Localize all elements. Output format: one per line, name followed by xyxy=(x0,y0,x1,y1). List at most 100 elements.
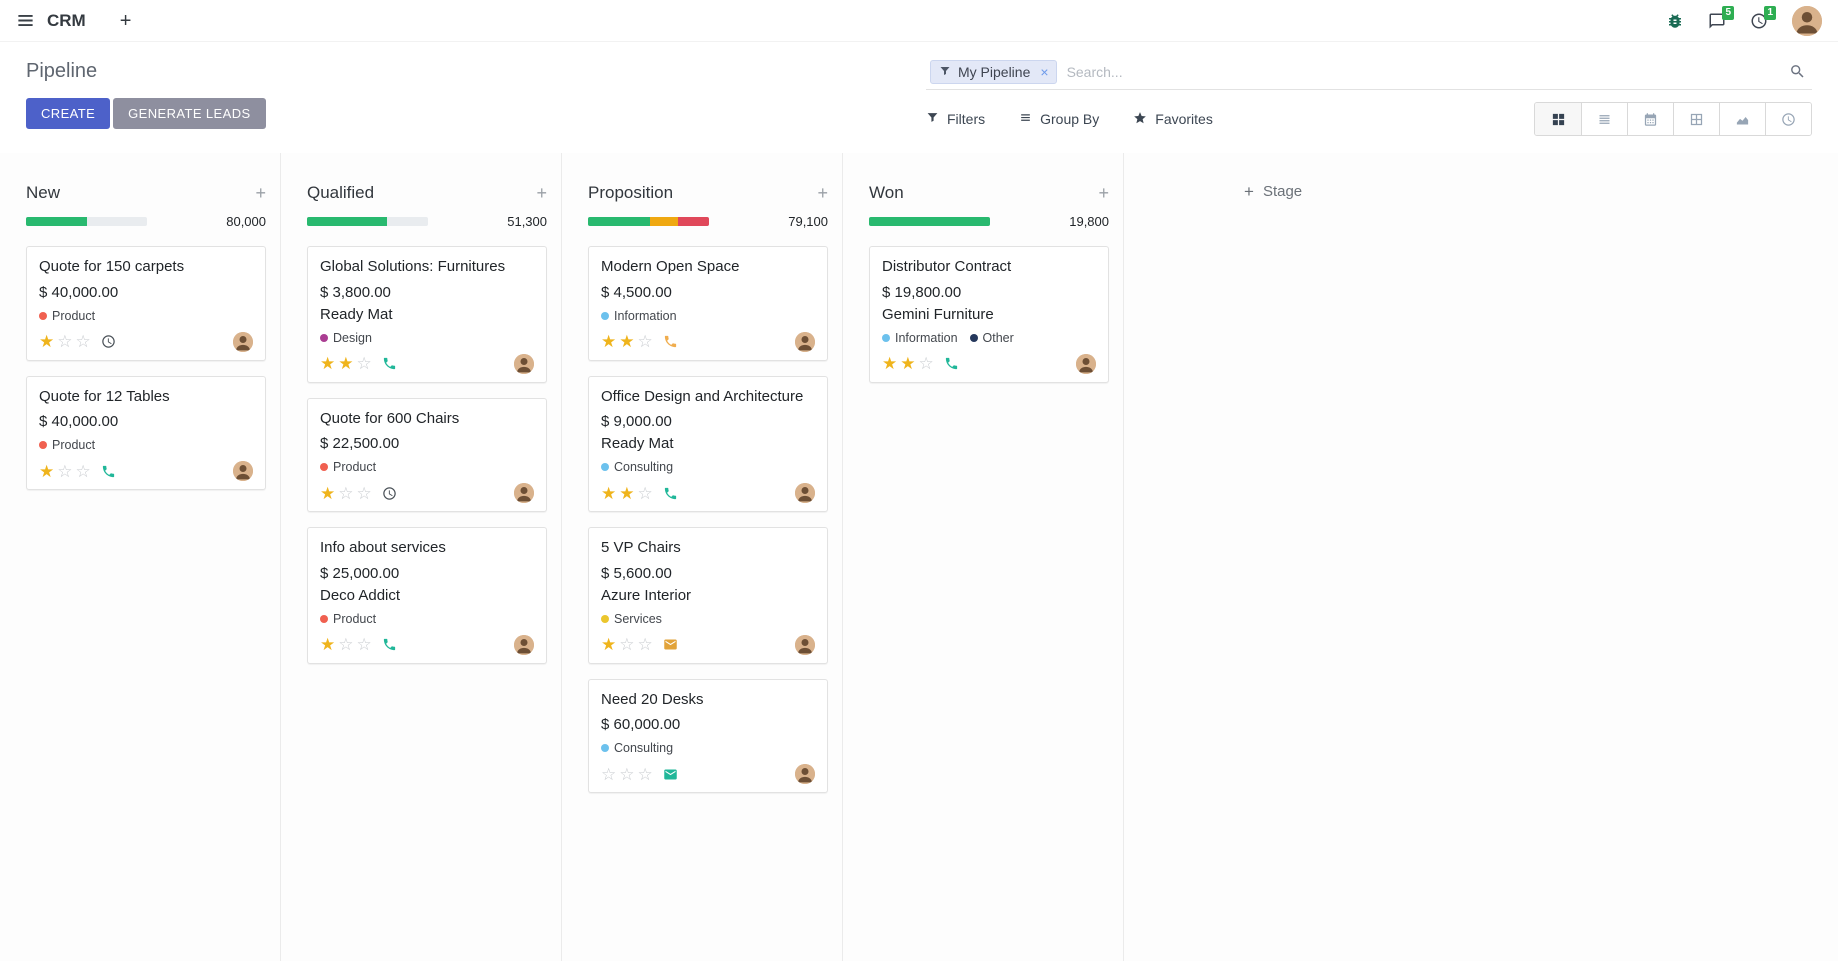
card-tag[interactable]: Design xyxy=(320,331,372,345)
groupby-menu[interactable]: Group By xyxy=(1019,111,1099,127)
column-add-button[interactable]: + xyxy=(817,183,828,203)
phone-icon[interactable] xyxy=(382,637,397,652)
card-tag[interactable]: Product xyxy=(320,612,376,626)
priority-stars[interactable]: ★ ☆ ☆ xyxy=(601,636,653,653)
priority-stars[interactable]: ★ ★ ☆ xyxy=(601,485,653,502)
column-title[interactable]: New xyxy=(26,183,61,202)
envelope-icon[interactable] xyxy=(663,767,678,782)
phone-icon[interactable] xyxy=(101,464,116,479)
phone-icon[interactable] xyxy=(663,486,678,501)
kanban-card[interactable]: Quote for 12 Tables $ 40,000.00 Product ★ ☆ ☆ xyxy=(26,375,266,490)
card-tag[interactable]: Product xyxy=(320,460,376,474)
favorites-menu[interactable]: Favorites xyxy=(1133,111,1213,128)
star-icon[interactable]: ★ xyxy=(900,354,916,373)
star-icon[interactable]: ☆ xyxy=(75,332,91,351)
star-icon[interactable]: ★ xyxy=(601,635,617,654)
view-kanban-button[interactable] xyxy=(1535,103,1581,135)
star-icon[interactable]: ★ xyxy=(320,635,336,654)
search-facet[interactable]: My Pipeline × xyxy=(930,59,1057,84)
kanban-card[interactable]: Need 20 Desks $ 60,000.00 Consulting ☆ ☆ ☆ xyxy=(588,678,828,793)
star-icon[interactable]: ☆ xyxy=(338,483,354,503)
star-icon[interactable]: ☆ xyxy=(356,635,372,654)
priority-stars[interactable]: ★ ★ ☆ xyxy=(882,355,934,372)
kanban-card[interactable]: Quote for 600 Chairs $ 22,500.00 Product ★ ☆… xyxy=(307,397,547,512)
progress-segment[interactable] xyxy=(26,217,87,226)
star-icon[interactable]: ★ xyxy=(320,483,336,503)
view-pivot-button[interactable] xyxy=(1673,103,1719,135)
star-icon[interactable]: ★ xyxy=(39,332,55,351)
kanban-card[interactable]: 5 VP Chairs $ 5,600.00 Azure Interior Servi… xyxy=(588,527,828,664)
column-title[interactable]: Proposition xyxy=(588,183,674,202)
view-calendar-button[interactable] xyxy=(1627,103,1673,135)
kanban-card[interactable]: Distributor Contract $ 19,800.00 Gemini Fu… xyxy=(869,246,1109,383)
star-icon[interactable]: ☆ xyxy=(75,461,91,481)
column-add-button[interactable]: + xyxy=(536,183,547,203)
star-icon[interactable]: ☆ xyxy=(918,354,934,373)
add-stage-button[interactable]: + Stage xyxy=(1244,183,1302,200)
column-progressbar[interactable] xyxy=(307,217,428,226)
star-icon[interactable]: ☆ xyxy=(356,483,372,503)
card-tag[interactable]: Consulting xyxy=(601,460,673,474)
activities-icon[interactable]: 1 xyxy=(1750,5,1776,30)
star-icon[interactable]: ★ xyxy=(619,332,635,351)
bug-icon[interactable] xyxy=(1666,12,1684,30)
star-icon[interactable]: ★ xyxy=(39,461,55,481)
column-title[interactable]: Won xyxy=(869,183,904,202)
priority-stars[interactable]: ★ ☆ ☆ xyxy=(39,333,91,350)
kanban-card[interactable]: Office Design and Architecture $ 9,000.00… xyxy=(588,375,828,512)
star-icon[interactable]: ☆ xyxy=(637,483,653,503)
star-icon[interactable]: ★ xyxy=(338,354,354,373)
create-button[interactable]: CREATE xyxy=(26,98,111,129)
priority-stars[interactable]: ★ ☆ ☆ xyxy=(320,636,372,653)
facet-remove-icon[interactable]: × xyxy=(1040,63,1049,80)
phone-icon[interactable] xyxy=(663,334,678,349)
clock-icon[interactable] xyxy=(382,486,397,501)
priority-stars[interactable]: ★ ☆ ☆ xyxy=(39,463,91,480)
card-tag[interactable]: Information xyxy=(601,309,677,323)
column-title[interactable]: Qualified xyxy=(307,183,375,202)
kanban-card[interactable]: Info about services $ 25,000.00 Deco Addic… xyxy=(307,527,547,664)
progress-segment[interactable] xyxy=(307,217,387,226)
card-tag[interactable]: Services xyxy=(601,612,662,626)
star-icon[interactable]: ☆ xyxy=(637,332,653,351)
priority-stars[interactable]: ★ ★ ☆ xyxy=(601,333,653,350)
star-icon[interactable]: ☆ xyxy=(57,332,73,351)
card-tag[interactable]: Product xyxy=(39,438,95,452)
card-tag[interactable]: Other xyxy=(969,331,1014,345)
star-icon[interactable]: ★ xyxy=(601,483,617,503)
phone-icon[interactable] xyxy=(382,356,397,371)
search-input[interactable] xyxy=(1056,63,1789,80)
card-tag[interactable]: Product xyxy=(39,309,95,323)
kanban-card[interactable]: Global Solutions: Furnitures $ 3,800.00 Re… xyxy=(307,246,547,383)
star-icon[interactable]: ★ xyxy=(619,483,635,503)
progress-segment[interactable] xyxy=(677,217,709,226)
star-icon[interactable]: ☆ xyxy=(619,764,635,784)
column-add-button[interactable]: + xyxy=(255,183,266,203)
new-record-icon[interactable]: + xyxy=(119,9,132,32)
column-progressbar[interactable] xyxy=(588,217,709,226)
search-icon[interactable] xyxy=(1789,63,1806,80)
column-add-button[interactable]: + xyxy=(1098,183,1109,203)
messages-icon[interactable]: 5 xyxy=(1708,5,1734,30)
priority-stars[interactable]: ☆ ☆ ☆ xyxy=(601,766,653,783)
view-activity-button[interactable] xyxy=(1765,103,1811,135)
star-icon[interactable]: ☆ xyxy=(637,764,653,784)
priority-stars[interactable]: ★ ★ ☆ xyxy=(320,355,372,372)
column-progressbar[interactable] xyxy=(26,217,147,226)
card-tag[interactable]: Consulting xyxy=(601,741,673,755)
progress-segment[interactable] xyxy=(588,217,650,226)
star-icon[interactable]: ☆ xyxy=(637,635,653,654)
phone-icon[interactable] xyxy=(944,356,959,371)
star-icon[interactable]: ☆ xyxy=(601,764,617,784)
kanban-card[interactable]: Modern Open Space $ 4,500.00 Information ★ ★… xyxy=(588,246,828,361)
kanban-card[interactable]: Quote for 150 carpets $ 40,000.00 Product ★… xyxy=(26,246,266,361)
view-list-button[interactable] xyxy=(1581,103,1627,135)
search-box[interactable]: My Pipeline × xyxy=(926,54,1812,90)
star-icon[interactable]: ☆ xyxy=(619,635,635,654)
user-avatar[interactable] xyxy=(1792,5,1822,36)
star-icon[interactable]: ★ xyxy=(320,354,336,373)
generate-leads-button[interactable]: GENERATE LEADS xyxy=(113,98,266,129)
star-icon[interactable]: ☆ xyxy=(356,354,372,373)
star-icon[interactable]: ☆ xyxy=(338,635,354,654)
card-tag[interactable]: Information xyxy=(882,331,958,345)
